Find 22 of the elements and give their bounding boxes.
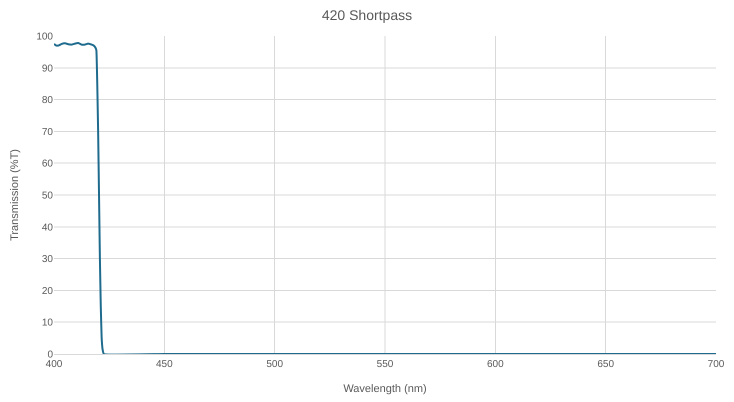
x-tick-label: 450 — [156, 359, 174, 370]
y-tick-label: 60 — [42, 158, 54, 170]
y-tick-label: 10 — [42, 318, 54, 329]
x-tick-label: 400 — [46, 359, 63, 370]
x-axis-title: Wavelength (nm) — [343, 383, 427, 396]
x-tick-label: 550 — [376, 359, 394, 370]
y-tick-label: 50 — [42, 190, 54, 202]
x-tick-label: 500 — [266, 359, 284, 370]
y-tick-label: 20 — [42, 286, 54, 297]
x-tick-label: 700 — [708, 359, 725, 370]
line-series — [54, 42, 716, 354]
y-tick-label: 80 — [42, 95, 54, 106]
y-tick-label: 0 — [47, 350, 54, 360]
y-tick-label: 100 — [36, 32, 54, 42]
chart-title: 420 Shortpass — [322, 6, 412, 23]
y-tick-label: 40 — [42, 222, 54, 234]
y-tick-label: 90 — [42, 63, 54, 74]
x-tick-label: 600 — [486, 359, 504, 370]
y-tick-label: 30 — [42, 254, 54, 266]
y-axis-title: Transmission (%T) — [8, 149, 21, 241]
x-tick-label: 650 — [597, 359, 614, 370]
y-tick-label: 70 — [42, 126, 54, 138]
